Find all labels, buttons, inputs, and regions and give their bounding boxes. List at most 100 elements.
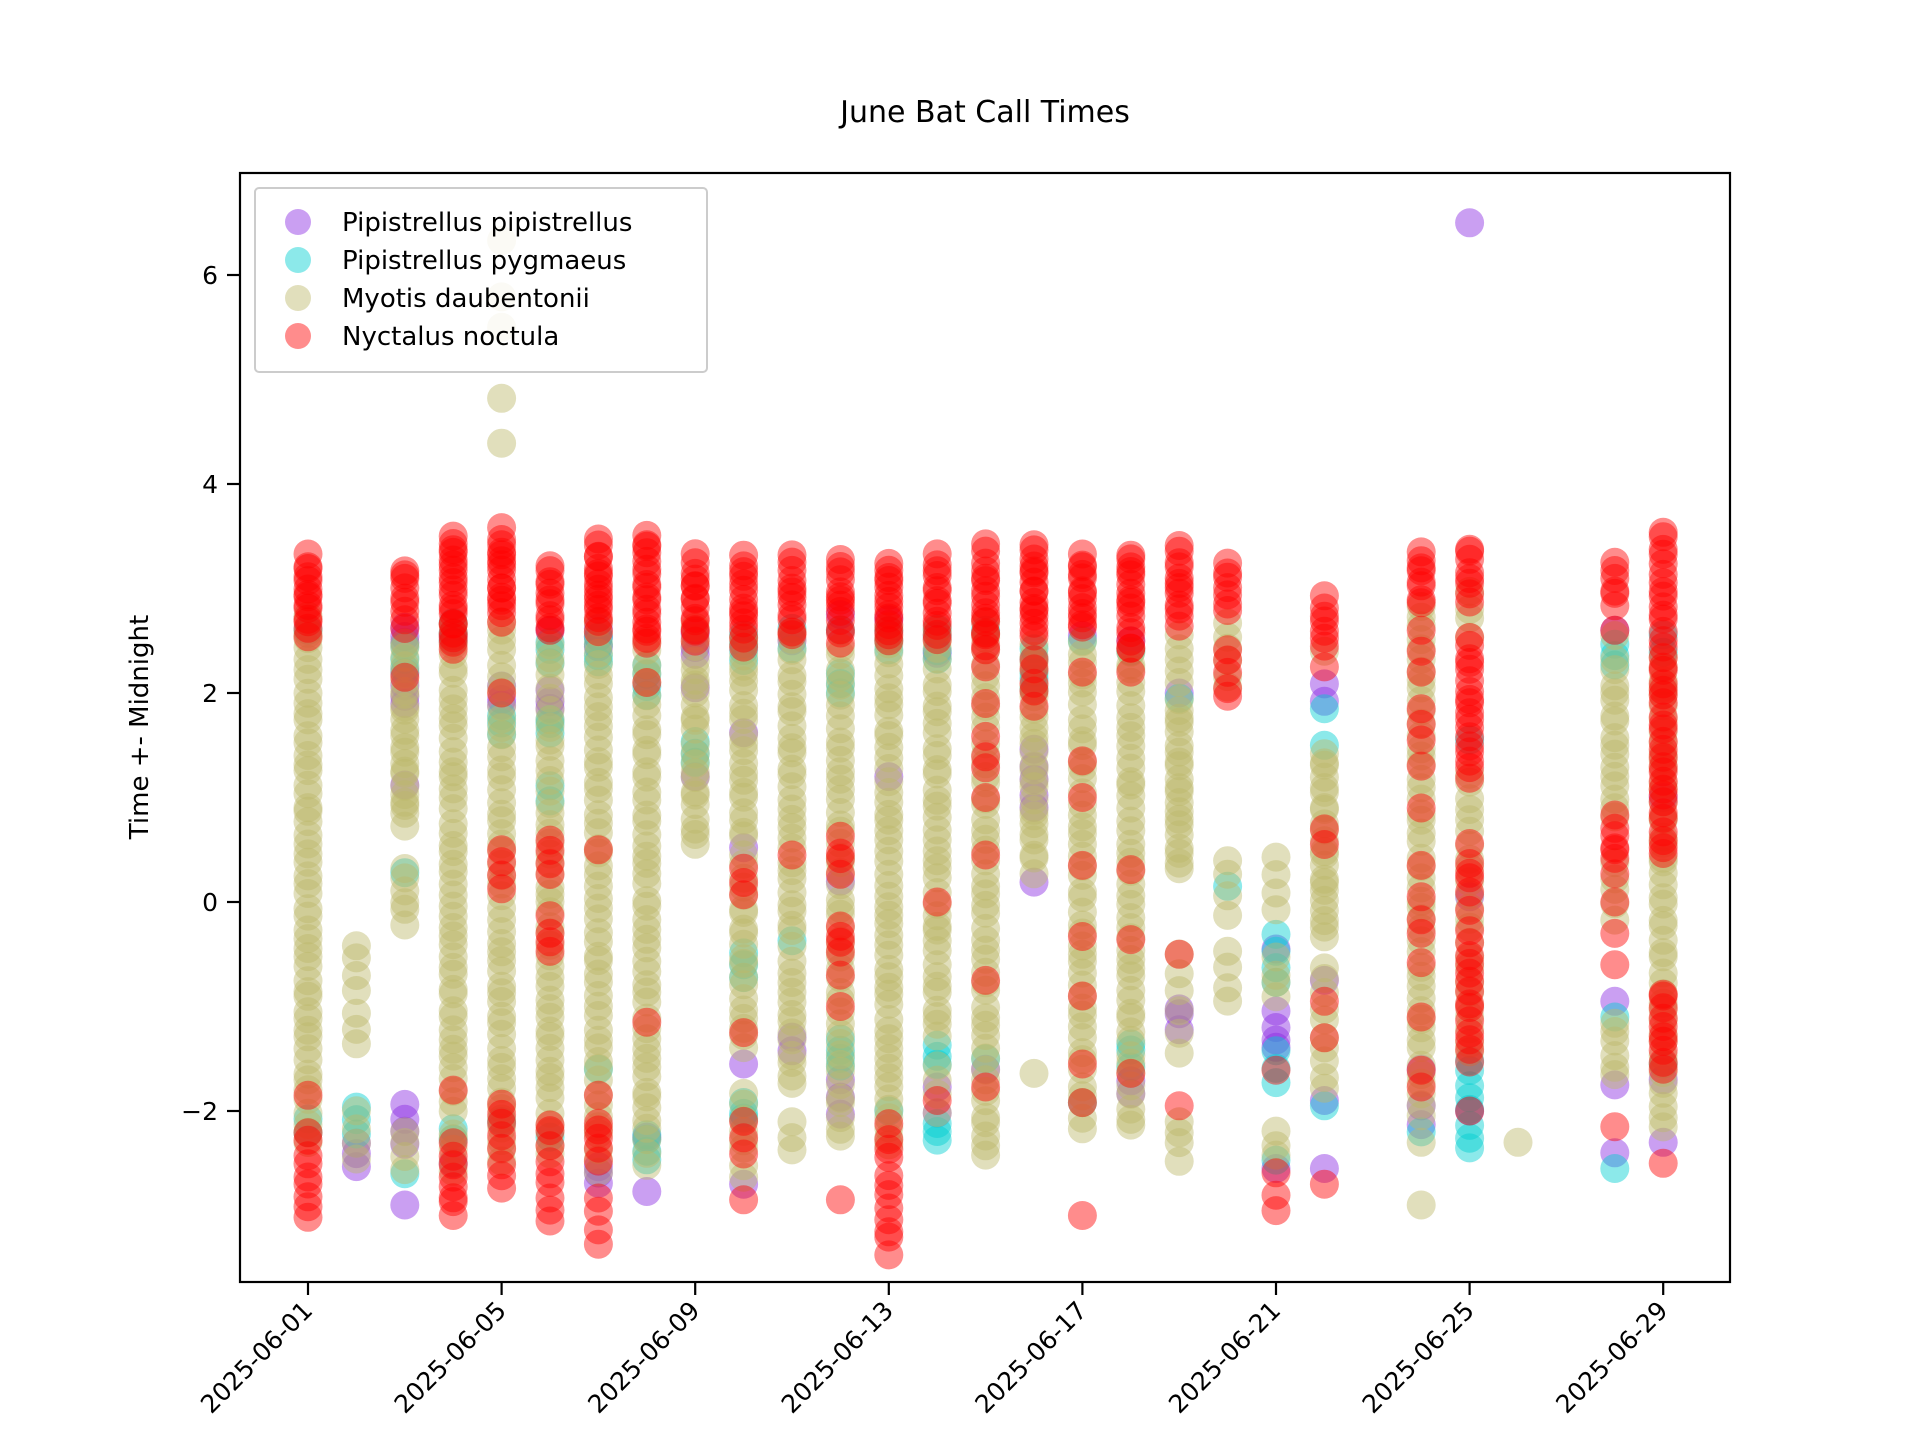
call-dot [922,1109,952,1138]
call-dot [1019,621,1049,651]
call-dot [971,1076,1001,1106]
call-dot [1116,913,1146,943]
call-dot [390,1155,420,1185]
call-dot [1067,603,1097,633]
call-dot [825,605,855,635]
call-dot [777,645,807,675]
call-dot [777,618,807,648]
call-dot [874,909,904,939]
call-dot [1406,873,1436,903]
call-dot [1164,810,1194,840]
call-dot [390,671,420,701]
call-dot [1648,1041,1678,1071]
call-dot [535,951,565,981]
call-dot [729,918,759,948]
call-dot [1116,587,1146,617]
call-dot [825,596,855,626]
call-dot [1648,534,1678,564]
call-dot [632,599,662,629]
call-dot [825,628,855,658]
call-dot [729,620,759,650]
call-dot [1309,1154,1339,1183]
call-dot [1309,830,1339,859]
call-dot [535,901,565,931]
call-dot [1213,573,1243,603]
call-dot [922,598,952,628]
call-dot [438,621,468,650]
call-dot [922,815,952,845]
call-dot [1116,1003,1146,1032]
call-dot [1600,615,1630,645]
call-dot [825,727,855,757]
call-dot [1648,592,1678,622]
call-dot [729,1185,759,1215]
call-dot [1213,589,1243,619]
call-dot [487,987,517,1016]
call-dot [438,658,468,688]
call-dot [874,566,904,595]
call-dot [1067,850,1097,880]
call-dot [971,898,1001,928]
call-dot [583,959,613,989]
call-dot [825,798,855,827]
call-dot [680,626,710,656]
call-dot [922,621,952,651]
call-dot [825,828,855,858]
call-dot [874,1222,904,1252]
call-dot [293,847,323,877]
call-dot [1067,939,1097,969]
call-dot [1648,798,1678,828]
call-dot [438,575,468,605]
call-dot [825,600,855,630]
call-dot [1455,928,1485,958]
call-dot [535,1110,565,1140]
call-dot [1309,616,1339,646]
call-dot [438,880,468,910]
call-dot [1116,637,1146,667]
call-dot [583,1025,613,1055]
call-dot [293,705,323,735]
call-dot [1600,1002,1630,1032]
call-dot [874,600,904,630]
call-dot [1261,1025,1291,1055]
call-dot [535,849,565,879]
call-dot [438,1162,468,1192]
call-dot [680,558,710,588]
call-dot [583,1053,613,1083]
call-dot [729,950,759,980]
call-dot [632,559,662,589]
call-dot [1455,882,1485,912]
call-dot [1067,1088,1097,1118]
call-dot [729,632,759,662]
call-dot [535,643,565,673]
call-dot [1164,573,1194,603]
call-dot [1648,702,1678,732]
call-dot [1648,979,1678,1009]
call-dot [922,863,952,893]
call-dot [632,594,662,624]
call-dot [1309,730,1339,760]
call-dot [535,649,565,679]
call-dot [729,691,759,721]
call-dot [583,1135,613,1165]
call-dot [632,1024,662,1054]
call-dot [583,594,613,624]
call-dot [1019,656,1049,686]
call-dot [438,1041,468,1071]
call-dot [487,1126,517,1156]
call-dot [1455,688,1485,718]
call-dot [583,558,613,588]
call-dot [1019,629,1049,659]
call-dot [1067,841,1097,871]
call-dot [390,704,420,734]
call-dot [825,926,855,956]
call-dot [1213,900,1243,930]
call-dot [1116,1017,1146,1047]
call-dot [1116,593,1146,623]
call-dot [1116,560,1146,590]
call-dot [1116,626,1146,656]
call-dot [777,1068,807,1098]
call-dot [535,746,565,776]
call-dot [825,577,855,607]
call-dot [632,914,662,944]
